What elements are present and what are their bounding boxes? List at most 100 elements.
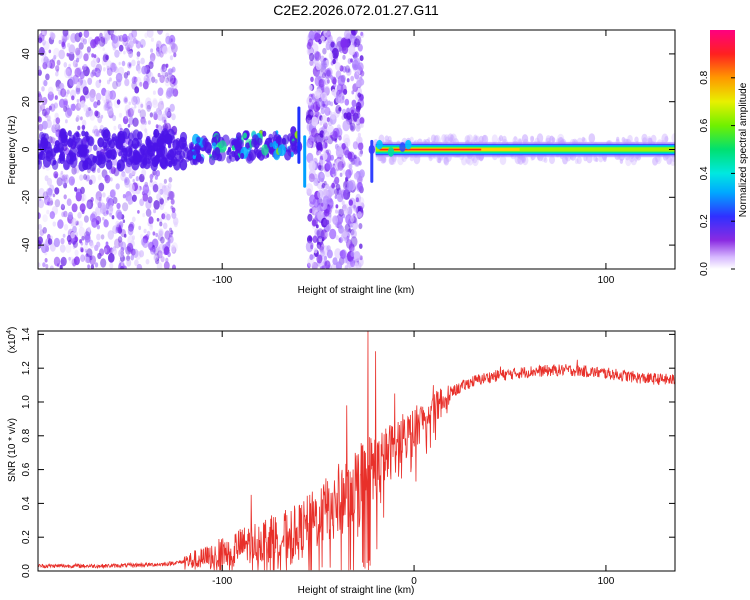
noise-speckle bbox=[338, 224, 343, 230]
noise-speckle bbox=[334, 188, 339, 196]
noise-speckle bbox=[335, 235, 339, 241]
noise-speckle bbox=[332, 58, 336, 65]
band-haze bbox=[472, 156, 479, 167]
noise-speckle bbox=[110, 166, 116, 175]
spectral-blob bbox=[218, 140, 227, 153]
spectral-blob bbox=[137, 131, 143, 140]
noise-speckle bbox=[309, 208, 313, 214]
noise-speckle bbox=[170, 230, 174, 235]
noise-speckle bbox=[148, 71, 154, 80]
noise-speckle bbox=[90, 74, 94, 79]
noise-speckle bbox=[103, 103, 109, 111]
colorbar-label: Normalized spectral amplitude bbox=[738, 82, 749, 217]
noise-speckle bbox=[315, 61, 322, 71]
noise-speckle bbox=[354, 38, 360, 48]
noise-speckle bbox=[47, 188, 53, 196]
noise-speckle bbox=[45, 264, 49, 269]
noise-speckle bbox=[117, 212, 123, 220]
noise-speckle bbox=[326, 41, 330, 46]
noise-speckle bbox=[53, 256, 61, 267]
noise-speckle bbox=[315, 88, 323, 99]
noise-speckle bbox=[67, 211, 73, 220]
noise-speckle bbox=[153, 254, 159, 262]
noise-speckle bbox=[48, 49, 52, 54]
noise-speckle bbox=[70, 89, 76, 99]
noise-speckle bbox=[128, 101, 131, 106]
noise-speckle bbox=[58, 98, 66, 109]
noise-speckle bbox=[317, 211, 324, 221]
noise-speckle bbox=[330, 75, 334, 81]
noise-speckle bbox=[144, 120, 147, 125]
noise-speckle bbox=[324, 208, 330, 217]
noise-speckle bbox=[138, 225, 142, 231]
noise-speckle bbox=[316, 229, 320, 236]
spectral-blob bbox=[228, 154, 232, 160]
noise-speckle bbox=[137, 101, 144, 111]
noise-speckle bbox=[94, 110, 99, 117]
noise-speckle bbox=[136, 60, 141, 66]
noise-speckle bbox=[58, 49, 65, 60]
noise-speckle bbox=[55, 117, 61, 124]
noise-speckle bbox=[346, 112, 352, 121]
spectral-blob bbox=[136, 141, 141, 148]
noise-speckle bbox=[335, 146, 343, 158]
noise-speckle bbox=[343, 88, 348, 95]
band-haze bbox=[531, 136, 534, 141]
noise-speckle bbox=[136, 263, 143, 269]
noise-speckle bbox=[38, 65, 41, 73]
noise-speckle bbox=[343, 30, 351, 40]
noise-speckle bbox=[109, 90, 117, 100]
band-haze bbox=[666, 156, 672, 165]
noise-speckle bbox=[128, 200, 132, 206]
noise-speckle bbox=[38, 103, 42, 114]
noise-speckle bbox=[75, 47, 81, 56]
noise-speckle bbox=[318, 150, 322, 155]
spectral-blob bbox=[98, 151, 106, 162]
noise-speckle bbox=[94, 195, 101, 205]
noise-speckle bbox=[163, 74, 166, 79]
spectral-blob bbox=[169, 148, 177, 159]
spectrogram-ytick-label: -20 bbox=[21, 190, 32, 205]
noise-speckle bbox=[167, 108, 171, 112]
band-haze bbox=[491, 134, 498, 144]
band-haze bbox=[671, 133, 675, 143]
spectral-blob bbox=[161, 154, 165, 160]
snr-ytick-label: 0.0 bbox=[21, 564, 32, 578]
noise-speckle bbox=[72, 225, 77, 233]
noise-speckle bbox=[120, 262, 124, 267]
noise-speckle bbox=[112, 114, 117, 122]
noise-speckle bbox=[323, 180, 327, 186]
noise-speckle bbox=[50, 136, 55, 144]
noise-speckle bbox=[93, 125, 98, 133]
noise-speckle bbox=[320, 79, 326, 87]
noise-speckle bbox=[351, 59, 360, 71]
noise-speckle bbox=[174, 84, 178, 89]
spectral-blob bbox=[87, 136, 95, 147]
noise-speckle bbox=[168, 86, 176, 97]
noise-speckle bbox=[163, 119, 167, 124]
noise-speckle bbox=[45, 107, 51, 116]
spectral-blob bbox=[287, 133, 293, 142]
noise-speckle bbox=[308, 98, 312, 103]
noise-speckle bbox=[49, 103, 56, 112]
noise-speckle bbox=[59, 83, 64, 89]
noise-speckle bbox=[350, 75, 355, 82]
noise-speckle bbox=[82, 86, 89, 96]
noise-speckle bbox=[152, 247, 156, 253]
noise-speckle bbox=[95, 208, 100, 214]
noise-speckle bbox=[169, 55, 174, 61]
noise-speckle bbox=[317, 162, 321, 169]
noise-speckle bbox=[346, 239, 353, 249]
noise-speckle bbox=[146, 100, 153, 110]
noise-speckle bbox=[71, 166, 77, 175]
noise-speckle bbox=[318, 237, 322, 243]
noise-speckle bbox=[355, 193, 362, 203]
noise-speckle bbox=[128, 183, 135, 193]
noise-speckle bbox=[137, 266, 141, 269]
noise-speckle bbox=[71, 218, 77, 226]
noise-speckle bbox=[319, 246, 323, 252]
spectral-blob bbox=[207, 148, 212, 155]
colorbar-gradient bbox=[710, 30, 735, 269]
noise-speckle bbox=[168, 177, 173, 183]
noise-speckle bbox=[320, 202, 324, 207]
